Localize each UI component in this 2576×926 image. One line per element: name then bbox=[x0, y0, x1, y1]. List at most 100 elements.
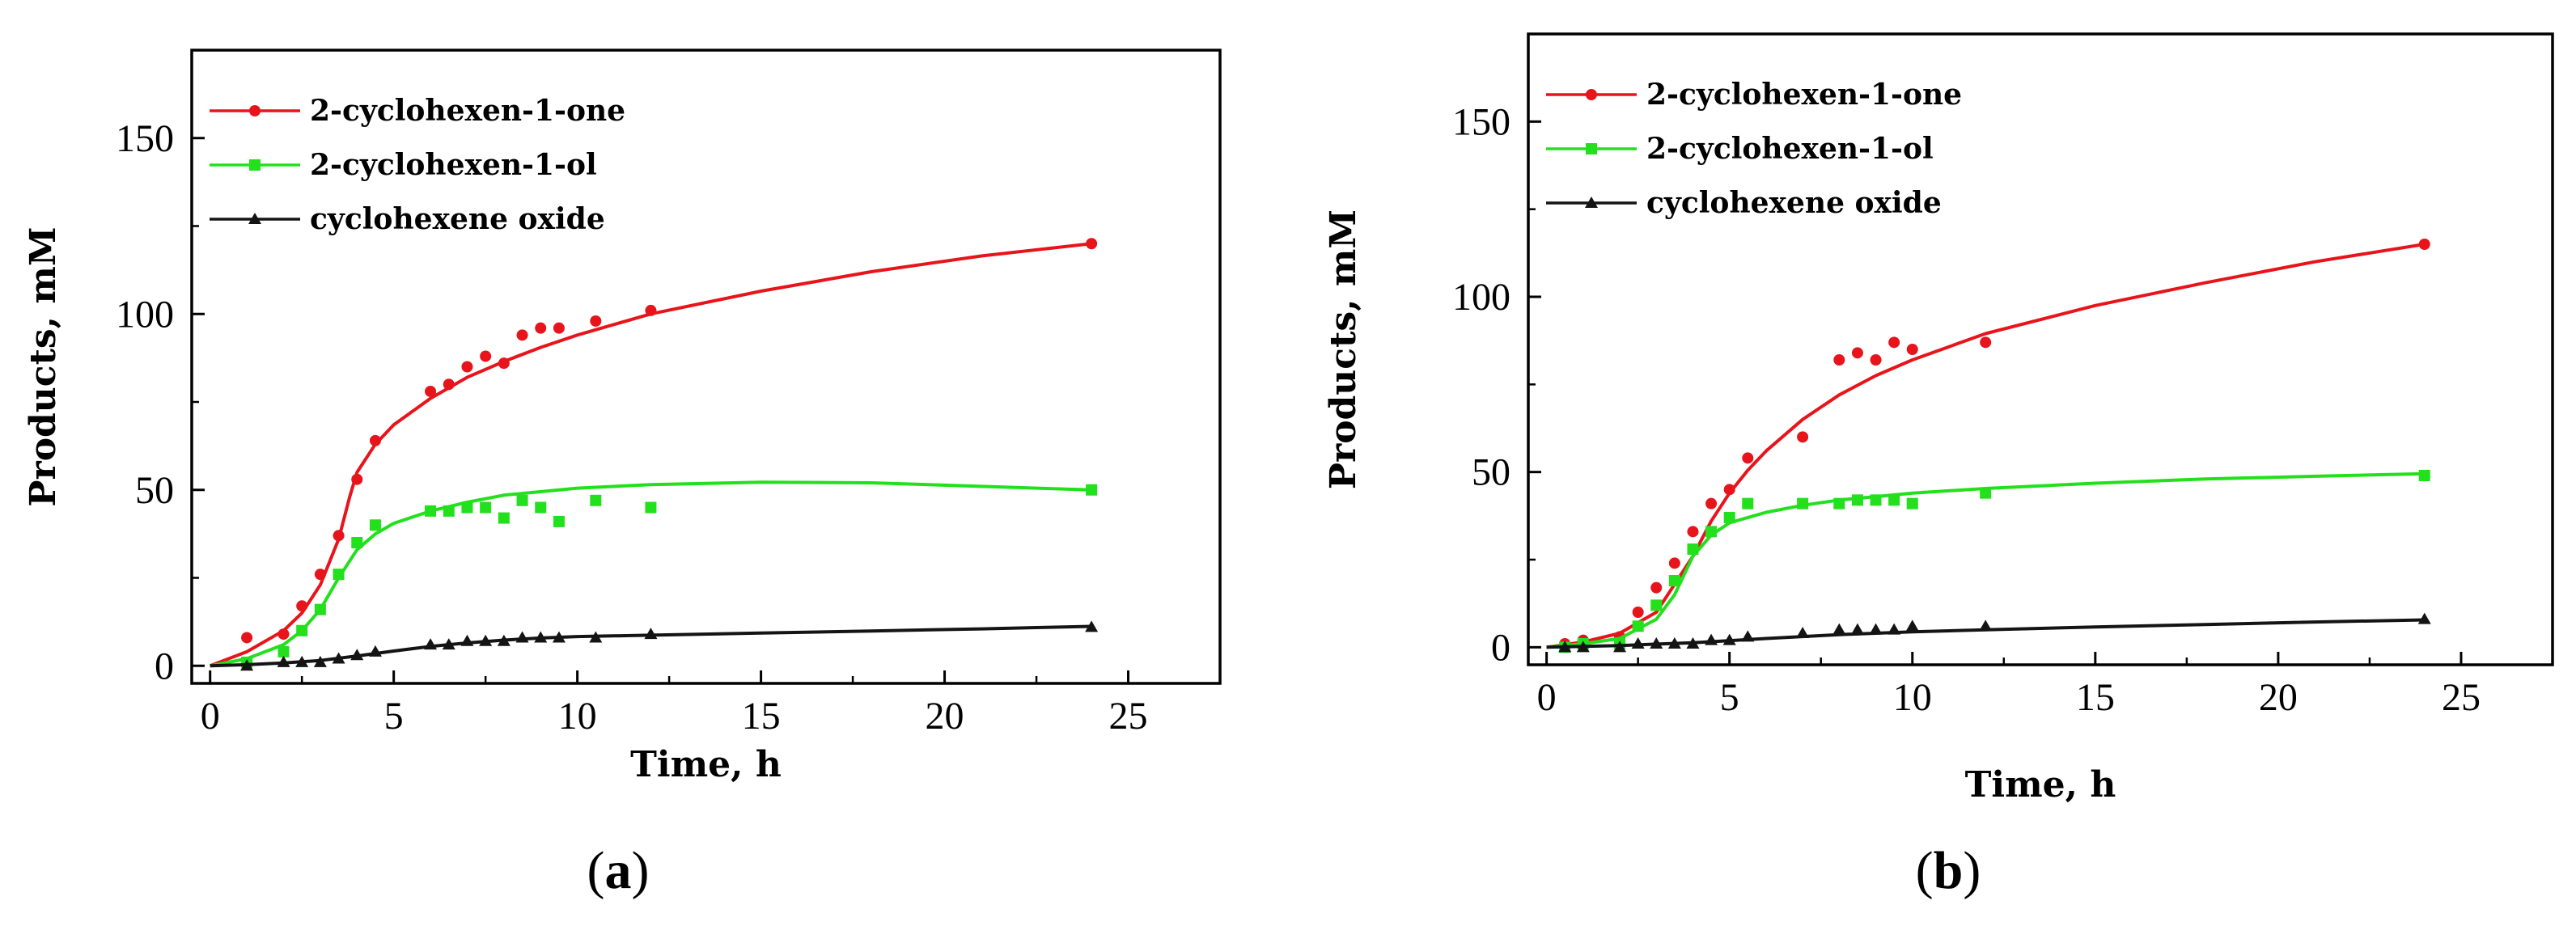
x-tick-label: 5 bbox=[1720, 676, 1739, 719]
data-point-cyclohexene-oxide bbox=[240, 659, 254, 671]
x-axis-title: Time, h bbox=[1965, 764, 2116, 805]
legend-marker-2-cyclohexen-1-ol bbox=[1586, 143, 1597, 154]
x-tick-label: 20 bbox=[2259, 676, 2298, 719]
data-point-2-cyclohexen-1-one bbox=[2418, 239, 2430, 250]
data-point-2-cyclohexen-1-one bbox=[425, 385, 437, 397]
data-point-2-cyclohexen-1-one bbox=[1086, 238, 1098, 250]
data-point-2-cyclohexen-1-ol bbox=[296, 624, 308, 636]
data-point-2-cyclohexen-1-ol bbox=[1650, 599, 1663, 611]
data-point-2-cyclohexen-1-ol bbox=[314, 603, 326, 615]
data-point-2-cyclohexen-1-one bbox=[645, 304, 657, 316]
data-point-cyclohexene-oxide bbox=[368, 645, 382, 657]
data-point-2-cyclohexen-1-ol bbox=[1888, 494, 1900, 506]
data-point-cyclohexene-oxide bbox=[460, 634, 474, 646]
data-point-cyclohexene-oxide bbox=[1741, 630, 1755, 642]
data-point-2-cyclohexen-1-ol bbox=[645, 501, 657, 514]
x-tick-label: 25 bbox=[2442, 676, 2481, 719]
data-point-2-cyclohexen-1-one bbox=[1980, 336, 1992, 349]
data-point-2-cyclohexen-1-one bbox=[1687, 526, 1699, 538]
data-point-2-cyclohexen-1-ol bbox=[1980, 487, 1992, 499]
data-point-2-cyclohexen-1-one bbox=[443, 378, 455, 391]
data-point-2-cyclohexen-1-one bbox=[351, 473, 363, 485]
y-axis-title: Products, mM bbox=[1323, 209, 1364, 489]
y-tick-label: 150 bbox=[1452, 100, 1510, 143]
legend-label-2-cyclohexen-1-ol: 2-cyclohexen-1-ol bbox=[1646, 132, 1934, 166]
data-point-cyclohexene-oxide bbox=[497, 634, 511, 646]
data-point-2-cyclohexen-1-ol bbox=[553, 515, 565, 527]
data-point-2-cyclohexen-1-ol bbox=[480, 501, 492, 514]
data-point-2-cyclohexen-1-one bbox=[1906, 344, 1918, 355]
data-point-2-cyclohexen-1-one bbox=[590, 315, 602, 327]
data-point-2-cyclohexen-1-one bbox=[241, 632, 253, 644]
data-point-cyclohexene-oxide bbox=[1905, 619, 1919, 632]
y-tick-label: 100 bbox=[1452, 276, 1510, 319]
fit-line-cyclohexene-oxide bbox=[1546, 618, 2425, 649]
data-point-2-cyclohexen-1-one bbox=[1870, 354, 1882, 366]
data-point-2-cyclohexen-1-ol bbox=[1851, 494, 1863, 506]
legend-label-2-cyclohexen-1-one: 2-cyclohexen-1-one bbox=[310, 94, 625, 128]
data-point-cyclohexene-oxide bbox=[1869, 623, 1883, 635]
data-point-2-cyclohexen-1-ol bbox=[535, 501, 547, 514]
data-point-2-cyclohexen-1-one bbox=[480, 350, 492, 362]
x-tick-label: 15 bbox=[742, 695, 781, 738]
x-tick-label: 0 bbox=[1537, 676, 1557, 719]
data-point-2-cyclohexen-1-ol bbox=[498, 512, 510, 524]
x-tick-label: 20 bbox=[926, 695, 964, 738]
legend-label-2-cyclohexen-1-one: 2-cyclohexen-1-one bbox=[1646, 78, 1962, 112]
legend-marker-2-cyclohexen-1-ol bbox=[249, 159, 261, 171]
data-point-cyclohexene-oxide bbox=[552, 631, 566, 643]
data-point-cyclohexene-oxide bbox=[1667, 637, 1681, 649]
x-tick-label: 15 bbox=[2076, 676, 2115, 719]
data-point-2-cyclohexen-1-one bbox=[1632, 607, 1644, 618]
x-tick-label: 0 bbox=[201, 695, 220, 738]
y-axis-title: Products, mM bbox=[23, 226, 64, 506]
data-point-2-cyclohexen-1-ol bbox=[1833, 497, 1845, 510]
data-point-cyclohexene-oxide bbox=[1832, 623, 1846, 635]
y-tick-label: 50 bbox=[1472, 451, 1510, 494]
panel-label: (b) bbox=[1916, 841, 1981, 900]
legend-marker-cyclohexene-oxide bbox=[1585, 197, 1598, 208]
data-point-2-cyclohexen-1-one bbox=[369, 434, 381, 446]
data-point-cyclohexene-oxide bbox=[1888, 623, 1901, 635]
data-point-cyclohexene-oxide bbox=[479, 634, 493, 646]
data-point-2-cyclohexen-1-ol bbox=[443, 505, 455, 517]
data-point-2-cyclohexen-1-ol bbox=[1668, 575, 1680, 586]
data-point-cyclohexene-oxide bbox=[644, 628, 658, 640]
y-tick-label: 0 bbox=[1491, 626, 1510, 669]
data-point-cyclohexene-oxide bbox=[1650, 637, 1663, 649]
data-point-2-cyclohexen-1-ol bbox=[1870, 494, 1882, 506]
data-point-cyclohexene-oxide bbox=[589, 631, 603, 643]
x-tick-label: 25 bbox=[1109, 695, 1148, 738]
data-point-cyclohexene-oxide bbox=[1979, 619, 1993, 632]
data-point-2-cyclohexen-1-ol bbox=[425, 505, 437, 517]
data-point-cyclohexene-oxide bbox=[2417, 612, 2431, 624]
data-point-2-cyclohexen-1-ol bbox=[2418, 470, 2430, 481]
data-point-cyclohexene-oxide bbox=[1705, 633, 1718, 645]
data-point-cyclohexene-oxide bbox=[1686, 637, 1700, 649]
data-point-cyclohexene-oxide bbox=[1576, 641, 1590, 653]
data-point-2-cyclohexen-1-one bbox=[553, 322, 565, 334]
fit-line-2-cyclohexen-1-one bbox=[1546, 243, 2426, 649]
x-tick-label: 10 bbox=[1893, 676, 1932, 719]
legend-marker-2-cyclohexen-1-one bbox=[1586, 89, 1597, 100]
data-point-cyclohexene-oxide bbox=[332, 652, 345, 664]
data-point-cyclohexene-oxide bbox=[534, 631, 548, 643]
plot-frame bbox=[1527, 32, 2554, 666]
panel-b: 0 5 10 15 20 25 0 50 100 150 Time, h Products, mM 2-… bbox=[1323, 32, 2554, 900]
data-point-2-cyclohexen-1-ol bbox=[1906, 497, 1918, 510]
data-point-cyclohexene-oxide bbox=[1558, 641, 1572, 653]
panel-label-letter: b bbox=[1934, 841, 1964, 900]
y-tick-label: 0 bbox=[155, 645, 174, 687]
data-point-cyclohexene-oxide bbox=[295, 655, 309, 667]
data-point-2-cyclohexen-1-one bbox=[498, 357, 510, 370]
data-point-cyclohexene-oxide bbox=[1850, 623, 1864, 635]
data-point-cyclohexene-oxide bbox=[1631, 637, 1645, 649]
x-tick-label: 10 bbox=[558, 695, 597, 738]
data-point-2-cyclohexen-1-ol bbox=[1723, 512, 1735, 523]
data-point-2-cyclohexen-1-ol bbox=[516, 494, 528, 506]
data-point-cyclohexene-oxide bbox=[1613, 641, 1627, 653]
data-point-cyclohexene-oxide bbox=[1796, 627, 1810, 638]
data-point-2-cyclohexen-1-one bbox=[516, 329, 528, 341]
data-point-2-cyclohexen-1-one bbox=[314, 569, 326, 581]
